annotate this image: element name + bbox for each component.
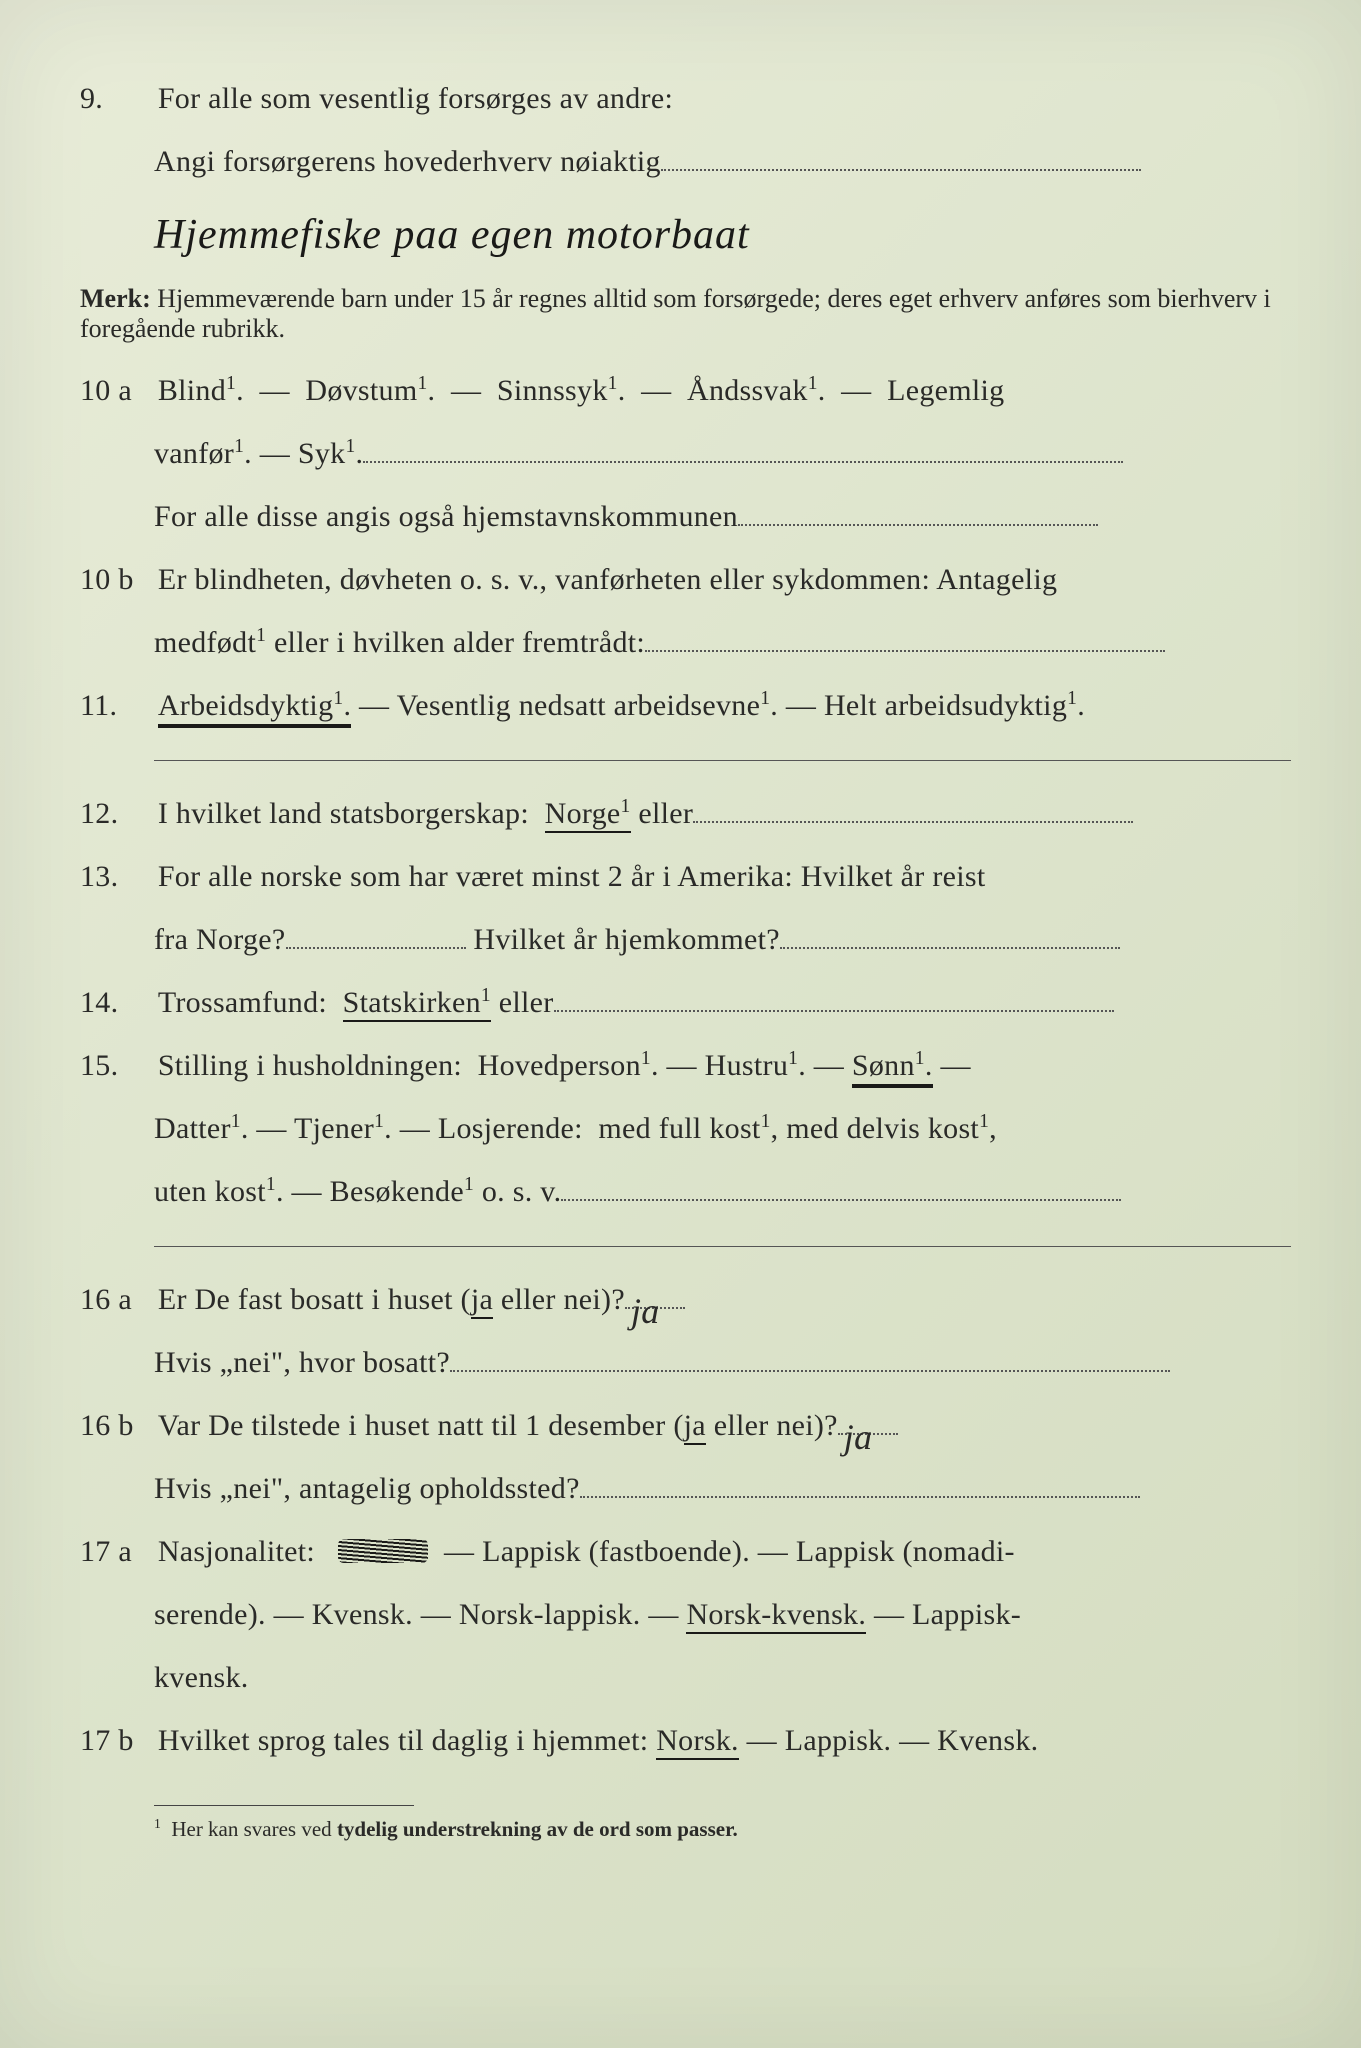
q10b-line2: medfødt1 eller i hvilken alder fremtrådt… [154,614,1291,671]
q14: 14. Trossamfund: Statskirken1 eller [80,974,1291,1031]
q10b: 10 b Er blindheten, døvheten o. s. v., v… [80,551,1291,608]
q15-text: Stilling i husholdningen: [158,1049,462,1082]
q10a-blank2 [738,524,1098,526]
q17b-underlined: Norsk. [656,1724,739,1760]
q13-line2: fra Norge? Hvilket år hjemkommet? [154,911,1291,968]
q13-blank2 [780,947,1120,949]
q10a-line3: For alle disse angis også hjemstavnskomm… [154,488,1291,545]
q14-num: 14. [80,974,150,1031]
q9-text1: For alle som vesentlig forsørges av andr… [158,70,1289,127]
q12-text: I hvilket land statsborgerskap: [158,797,529,830]
q15: 15. Stilling i husholdningen: Hovedperso… [80,1037,1291,1094]
q9-num: 9. [80,70,150,127]
q12-num: 12. [80,785,150,842]
q15-line2: Datter1. — Tjener1. — Losjerende: med fu… [154,1100,1291,1157]
q11-underlined: Arbeidsdyktig1. [158,689,351,728]
q16b-body: Var De tilstede i huset natt til 1 desem… [158,1397,1289,1454]
q17a-body: Nasjonalitet: — Lappisk (fastboende). — … [158,1523,1289,1580]
q16a-line2-text: Hvis „nei", hvor bosatt? [154,1346,450,1379]
q13-num: 13. [80,848,150,905]
q17a-scribbled [338,1539,428,1563]
q17b-text: Hvilket sprog tales til daglig i hjemmet… [158,1724,649,1757]
q11-num: 11. [80,677,150,734]
q16a-num: 16 a [80,1271,150,1328]
q16b-line2-text: Hvis „nei", antagelig opholdssted? [154,1472,580,1505]
q16a-line2: Hvis „nei", hvor bosatt? [154,1334,1291,1391]
q14-text: Trossamfund: [158,986,327,1019]
q9-line2: Angi forsørgerens hovederhverv nøiaktig [154,133,1291,190]
q17b-body: Hvilket sprog tales til daglig i hjemmet… [158,1712,1289,1769]
q9-blank [661,169,1141,171]
q12-body: I hvilket land statsborgerskap: Norge1 e… [158,785,1289,842]
q17b-num: 17 b [80,1712,150,1769]
q16a-ans-blank: ja [625,1307,685,1309]
q10b-num: 10 b [80,551,150,608]
q10a: 10 a Blind1. — Døvstum1. — Sinnssyk1. — … [80,362,1291,419]
q16b: 16 b Var De tilstede i huset natt til 1 … [80,1397,1291,1454]
q15-num: 15. [80,1037,150,1094]
q11-opts: Arbeidsdyktig1. — Vesentlig nedsatt arbe… [158,677,1289,734]
q15-line3: uten kost1. — Besøkende1 o. s. v. [154,1163,1291,1220]
q15-blank [561,1199,1121,1201]
q10a-num: 10 a [80,362,150,419]
q17a: 17 a Nasjonalitet: — Lappisk (fastboende… [80,1523,1291,1580]
q15-body: Stilling i husholdningen: Hovedperson1. … [158,1037,1289,1094]
q16b-line2: Hvis „nei", antagelig opholdssted? [154,1460,1291,1517]
q17a-text: Nasjonalitet: [158,1535,315,1568]
q17a-underlined: Norsk-kvensk. [686,1598,866,1634]
q16a-answer: ja [631,1277,660,1345]
census-form-page: 9. For alle som vesentlig forsørges av a… [0,0,1361,2048]
q12-suffix: eller [638,797,693,830]
q16a-body: Er De fast bosatt i huset (ja eller nei)… [158,1271,1289,1328]
merk-text: Hjemmeværende barn under 15 år regnes al… [80,284,1271,343]
q10b-blank [645,650,1165,652]
divider-2 [154,1246,1291,1247]
q16a: 16 a Er De fast bosatt i huset (ja eller… [80,1271,1291,1328]
footnote-rule [154,1805,414,1806]
q14-body: Trossamfund: Statskirken1 eller [158,974,1289,1031]
q13-text1: For alle norske som har været minst 2 år… [158,848,1289,905]
q13-text2b: Hvilket år hjemkommet? [473,923,780,956]
footnote: 1 Her kan svares ved tydelig understrekn… [154,1816,1291,1842]
q13-text2a: fra Norge? [154,923,286,956]
q15-underlined: Sønn1. [852,1049,933,1088]
q14-underlined: Statskirken1 [343,986,491,1022]
q11: 11. Arbeidsdyktig1. — Vesentlig nedsatt … [80,677,1291,734]
q10b-text1: Er blindheten, døvheten o. s. v., vanfør… [158,551,1289,608]
q9-text2: Angi forsørgerens hovederhverv nøiaktig [154,145,661,178]
q12: 12. I hvilket land statsborgerskap: Norg… [80,785,1291,842]
q13: 13. For alle norske som har været minst … [80,848,1291,905]
q12-blank [693,821,1133,823]
q17a-line2: serende). — Kvensk. — Norsk-lappisk. — N… [154,1586,1291,1643]
q12-underlined: Norge1 [545,797,631,833]
merk-note: Merk: Hjemmeværende barn under 15 år reg… [80,284,1291,344]
footnote-num: 1 [154,1816,161,1831]
q16b-num: 16 b [80,1397,150,1454]
q16b-ans-blank: ja [838,1433,898,1435]
q16b-answer: ja [844,1403,873,1471]
divider-1 [154,760,1291,761]
q10a-line2: vanfør1. — Syk1. [154,425,1291,482]
q10a-opts: Blind1. — Døvstum1. — Sinnssyk1. — Åndss… [158,362,1289,419]
q17a-line1-rest: — Lappisk (fastboende). — Lappisk (nomad… [444,1535,1015,1568]
q17b: 17 b Hvilket sprog tales til daglig i hj… [80,1712,1291,1769]
q10a-blank [363,461,1123,463]
q10a-line3-text: For alle disse angis også hjemstavnskomm… [154,500,738,533]
q17a-num: 17 a [80,1523,150,1580]
q14-blank [554,1010,1114,1012]
q17a-line3: kvensk. [154,1649,1291,1706]
q9: 9. For alle som vesentlig forsørges av a… [80,70,1291,127]
q16b-blank2 [580,1496,1140,1498]
q14-suffix: eller [499,986,554,1019]
q9-answer: Hjemmefiske paa egen motorbaat [154,196,1291,276]
q16a-ja-underlined: ja [471,1283,493,1319]
q13-blank1 [286,947,466,949]
q16b-ja-underlined: ja [684,1409,706,1445]
q16a-blank2 [450,1370,1170,1372]
merk-label: Merk: [80,284,151,313]
